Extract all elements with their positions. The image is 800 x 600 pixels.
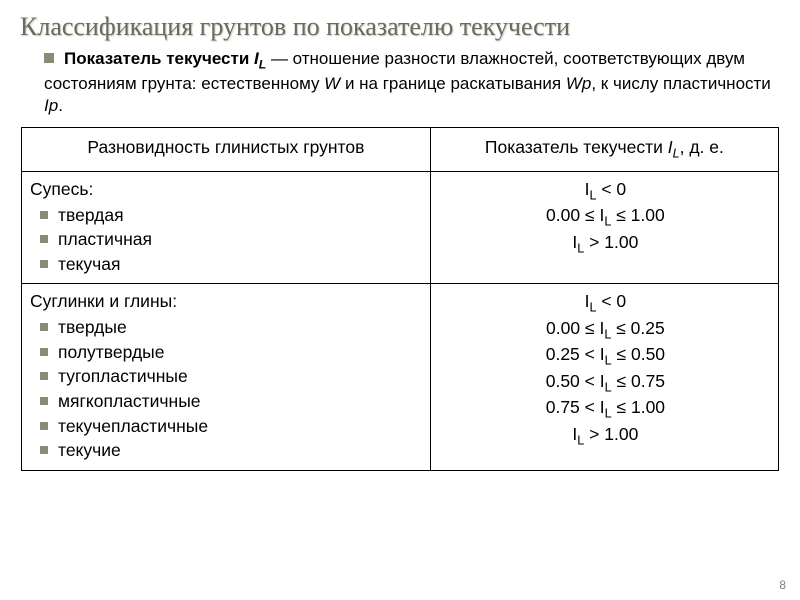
list-item: полутвердые xyxy=(30,341,424,365)
row-head-suglinki: Суглинки и глины: xyxy=(30,290,424,314)
il-line: IL > 1.00 xyxy=(439,423,772,450)
slide-title: Классификация грунтов по показателю теку… xyxy=(20,12,780,42)
list-item: текучие xyxy=(30,439,424,463)
col-header-type: Разновидность глинистых грунтов xyxy=(22,128,431,172)
suglinki-list: твердыеполутвердыетугопластичныемягкопла… xyxy=(30,316,424,463)
supes-il-lines: IL < 00.00 ≤ IL ≤ 1.00IL > 1.00 xyxy=(439,178,772,258)
intro-paragraph: Показатель текучести IL — отношение разн… xyxy=(44,48,780,117)
classification-table: Разновидность глинистых грунтов Показате… xyxy=(21,127,779,470)
il-line: 0.25 < IL ≤ 0.50 xyxy=(439,343,772,370)
cell-type-supes: Супесь: твердаяпластичнаятекучая xyxy=(22,171,431,284)
table-row: Суглинки и глины: твердыеполутвердыетуго… xyxy=(22,284,779,470)
list-item: твердые xyxy=(30,316,424,340)
il-line: 0.50 < IL ≤ 0.75 xyxy=(439,370,772,397)
table-row: Супесь: твердаяпластичнаятекучая IL < 00… xyxy=(22,171,779,284)
il-line: 0.00 ≤ IL ≤ 0.25 xyxy=(439,317,772,344)
il-line: 0.75 < IL ≤ 1.00 xyxy=(439,396,772,423)
list-item: пластичная xyxy=(30,228,424,252)
col-header-il: Показатель текучести IL, д. е. xyxy=(430,128,778,172)
cell-il-suglinki: IL < 00.00 ≤ IL ≤ 0.250.25 < IL ≤ 0.500.… xyxy=(430,284,778,470)
suglinki-il-lines: IL < 00.00 ≤ IL ≤ 0.250.25 < IL ≤ 0.500.… xyxy=(439,290,772,449)
table-header-row: Разновидность глинистых грунтов Показате… xyxy=(22,128,779,172)
list-item: тугопластичные xyxy=(30,365,424,389)
bullet-icon xyxy=(44,53,54,63)
list-item: мягкопластичные xyxy=(30,390,424,414)
cell-type-suglinki: Суглинки и глины: твердыеполутвердыетуго… xyxy=(22,284,431,470)
il-line: IL > 1.00 xyxy=(439,231,772,258)
supes-list: твердаяпластичнаятекучая xyxy=(30,204,424,277)
list-item: твердая xyxy=(30,204,424,228)
page-number: 8 xyxy=(779,578,786,592)
cell-il-supes: IL < 00.00 ≤ IL ≤ 1.00IL > 1.00 xyxy=(430,171,778,284)
list-item: текучая xyxy=(30,253,424,277)
il-line: IL < 0 xyxy=(439,290,772,317)
list-item: текучепластичные xyxy=(30,415,424,439)
il-line: IL < 0 xyxy=(439,178,772,205)
row-head-supes: Супесь: xyxy=(30,178,424,202)
il-line: 0.00 ≤ IL ≤ 1.00 xyxy=(439,204,772,231)
